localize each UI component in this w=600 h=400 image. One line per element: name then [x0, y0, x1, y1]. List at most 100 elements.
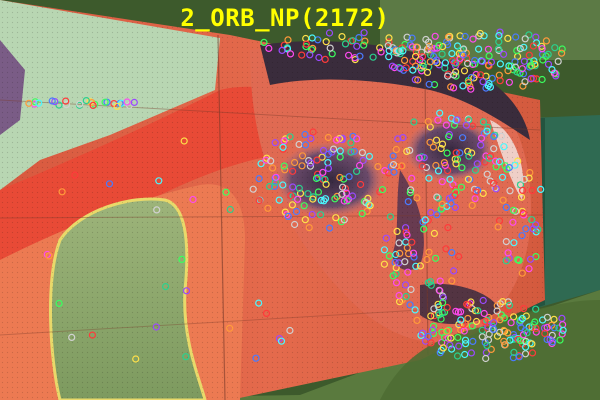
keypoint-marker	[402, 292, 410, 301]
keypoint-marker	[444, 334, 452, 342]
keypoint-marker	[499, 298, 507, 306]
keypoint-marker	[526, 255, 535, 263]
keypoint-marker	[322, 180, 330, 188]
keypoint-marker	[401, 56, 409, 65]
keypoint-marker	[486, 152, 495, 160]
keypoint-marker	[446, 175, 454, 183]
keypoint-marker	[422, 163, 430, 172]
keypoint-marker	[393, 227, 401, 235]
keypoint-marker	[459, 82, 467, 90]
keypoint-marker	[413, 316, 421, 324]
keypoint-marker	[498, 173, 507, 181]
keypoint-marker	[513, 46, 521, 55]
keypoint-marker	[537, 185, 545, 193]
keypoint-marker	[500, 143, 508, 151]
keypoint-marker	[270, 182, 278, 190]
keypoint-marker	[399, 134, 407, 142]
keypoint-marker	[408, 238, 416, 246]
keypoint-marker	[374, 163, 382, 171]
keypoint-marker	[427, 312, 435, 320]
panel-seam-h3	[0, 309, 421, 336]
keypoint-marker	[336, 173, 344, 182]
keypoint-marker	[317, 211, 325, 219]
keypoint-marker	[518, 269, 526, 277]
keypoint-marker	[467, 349, 475, 357]
keypoint-marker	[132, 355, 140, 363]
keypoint-marker	[360, 29, 368, 37]
keypoint-marker	[559, 326, 567, 334]
keypoint-marker	[152, 323, 160, 331]
keypoint-marker	[465, 152, 473, 160]
keypoint-marker	[525, 51, 533, 59]
keypoint-marker	[324, 150, 332, 158]
keypoint-marker	[414, 76, 422, 84]
keypoint-marker	[315, 53, 323, 62]
keypoint-marker	[62, 100, 71, 109]
keypoint-marker	[402, 224, 410, 232]
keypoint-marker	[511, 58, 519, 66]
keypoint-marker	[260, 38, 268, 47]
keypoint-marker	[347, 148, 355, 156]
keypoint-marker	[504, 329, 512, 337]
keypoint-marker	[450, 71, 458, 79]
keypoint-marker	[456, 32, 464, 40]
keypoint-marker	[479, 78, 487, 86]
keypoint-marker	[460, 327, 468, 335]
keypoint-marker	[453, 116, 461, 124]
keypoint-marker	[342, 189, 351, 197]
keypoint-marker	[469, 60, 477, 69]
keypoint-marker	[430, 229, 438, 237]
keypoint-marker	[416, 56, 424, 64]
keypoint-marker	[88, 331, 97, 339]
keypoint-markers	[25, 28, 567, 363]
keypoint-marker	[446, 341, 454, 349]
keypoint-marker	[321, 175, 329, 184]
keypoint-marker	[476, 29, 484, 38]
keypoint-marker	[76, 100, 84, 108]
keypoint-marker	[348, 192, 357, 200]
keypoint-marker	[406, 189, 414, 197]
keypoint-marker	[496, 28, 504, 36]
keypoint-marker	[515, 353, 523, 361]
keypoint-marker	[463, 300, 471, 308]
keypoint-marker	[532, 328, 540, 336]
keypoint-marker	[427, 281, 435, 289]
keypoint-marker	[521, 78, 529, 86]
keypoint-marker	[331, 195, 339, 203]
keypoint-marker	[438, 178, 446, 186]
keypoint-marker	[340, 216, 348, 224]
keypoint-marker	[510, 348, 518, 356]
keypoint-marker	[548, 65, 556, 74]
keypoint-marker	[304, 190, 312, 198]
keypoint-marker	[459, 134, 467, 142]
keypoint-marker	[457, 183, 466, 191]
keypoint-marker	[546, 336, 554, 344]
keypoint-marker	[403, 231, 411, 239]
keypoint-marker	[291, 158, 299, 167]
keypoint-marker	[380, 246, 388, 254]
keypoint-marker	[360, 41, 368, 49]
keypoint-marker	[421, 216, 429, 224]
keypoint-marker	[271, 139, 279, 147]
keypoint-marker	[155, 177, 163, 185]
keypoint-marker	[271, 178, 279, 186]
keypoint-marker	[317, 196, 325, 204]
keypoint-marker	[385, 34, 393, 42]
keypoint-marker	[358, 149, 366, 157]
keypoint-marker	[406, 301, 414, 309]
keypoint-marker	[55, 299, 63, 307]
keypoint-marker	[557, 49, 566, 57]
keypoint-marker	[343, 197, 351, 205]
keypoint-marker	[451, 203, 459, 211]
keypoint-marker	[516, 44, 524, 53]
keypoint-marker	[275, 196, 283, 204]
keypoint-marker	[461, 32, 469, 41]
keypoint-marker	[468, 322, 476, 330]
keypoint-marker	[519, 209, 527, 217]
keypoint-marker	[353, 167, 361, 175]
keypoint-marker	[413, 194, 421, 202]
keypoint-marker	[384, 42, 392, 50]
keypoint-marker	[340, 197, 348, 205]
keypoint-marker	[449, 56, 457, 65]
keypoint-marker	[460, 67, 469, 75]
